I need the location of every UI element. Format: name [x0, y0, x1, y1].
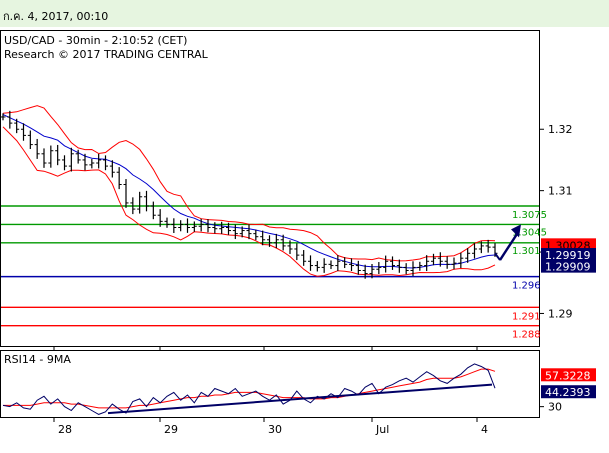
bollinger-upper	[2, 105, 496, 262]
rsi-title: RSI14 - 9MA	[4, 353, 71, 366]
price-layer: 1.3075 1.3045 1.3015 1.296 1.291 1.288	[0, 105, 547, 341]
forecast-path	[494, 252, 501, 261]
header-bar	[0, 0, 609, 27]
y-tick-label: 1.29	[548, 307, 573, 320]
forecast-arrowhead	[511, 224, 521, 238]
x-tick-label: 28	[58, 423, 72, 436]
level-label: 1.3075	[512, 210, 547, 221]
chart-title: USD/CAD - 30min - 2:10:52 (CET)	[4, 34, 187, 47]
rsi-line	[2, 363, 496, 415]
rsi-trendline	[107, 383, 493, 415]
axis-layer: 1.321.311.301.291.300281.299191.29909305…	[53, 123, 596, 436]
level-label: 1.3015	[512, 246, 547, 257]
price-badge-label: 1.29909	[545, 261, 591, 274]
rsi-layer	[2, 363, 496, 415]
level-label: 1.296	[512, 281, 541, 292]
chart-subtitle: Research © 2017 TRADING CENTRAL	[4, 48, 209, 61]
rsi-badge	[541, 368, 596, 382]
level-label: 1.291	[512, 311, 541, 322]
y-tick-label: 1.32	[548, 123, 573, 136]
rsi-badge-label: 44.2393	[545, 386, 591, 399]
y-tick-label: 1.31	[548, 185, 573, 198]
price-panel	[0, 30, 540, 347]
price-badge	[541, 259, 596, 273]
rsi-badge	[541, 385, 596, 399]
header-timestamp: ก.ค. 4, 2017, 00:10	[3, 10, 108, 23]
x-tick-label: 4	[481, 423, 488, 436]
x-tick-label: 29	[164, 423, 178, 436]
price-badge-label: 1.29919	[545, 249, 591, 262]
x-tick-label: Jul	[375, 423, 389, 436]
level-label: 1.288	[512, 330, 541, 341]
rsi-y-tick-label: 30	[548, 401, 562, 414]
rsi-ma-line	[3, 368, 496, 409]
rsi-badge-label: 57.3228	[545, 369, 591, 382]
x-tick-label: 30	[268, 423, 282, 436]
forecast-arrow	[498, 231, 520, 261]
level-label: 1.3045	[512, 227, 547, 238]
rsi-panel	[0, 350, 540, 418]
price-badge	[541, 248, 596, 262]
